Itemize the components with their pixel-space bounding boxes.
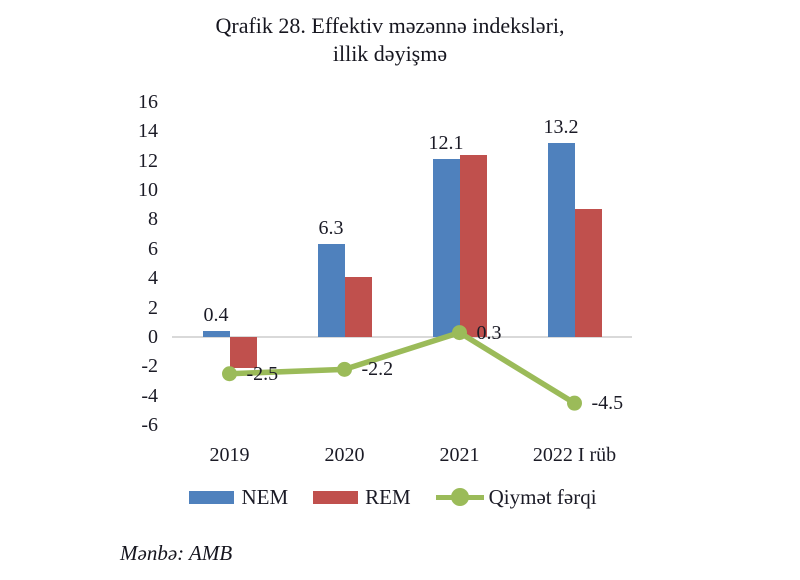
legend-swatch-nem — [189, 490, 235, 504]
chart-title: Qrafik 28. Effektiv məzənnə indeksləri, … — [0, 12, 780, 68]
bar-rem-2021 — [459, 154, 487, 337]
legend: NEM REM Qiymət fərqi — [0, 485, 786, 509]
y-tick-label-16: 16 — [138, 90, 158, 113]
data-label-nem-2020: 6.3 — [318, 217, 344, 240]
y-tick-label--2: -2 — [141, 355, 158, 378]
chart-title-line2: illik dəyişmə — [332, 41, 448, 66]
data-label-qiymət-fərqi-2021: 0.3 — [476, 321, 502, 344]
chart-title-line1: Qrafik 28. Effektiv məzənnə indeksləri, — [215, 13, 565, 38]
bar-nem-2022-i-rüb — [547, 142, 575, 337]
x-tick-label-2019: 2019 — [209, 444, 250, 466]
y-tick-label-4: 4 — [148, 267, 158, 290]
legend-swatch-rem — [313, 490, 359, 504]
bar-rem-2022-i-rüb — [574, 209, 602, 337]
legend-label-nem: NEM — [241, 484, 289, 509]
line-point-2022-i-rüb — [567, 395, 582, 411]
zero-gridline — [172, 336, 632, 338]
y-tick-label-10: 10 — [138, 179, 158, 201]
bar-nem-2019 — [202, 331, 230, 337]
y-tick-label-8: 8 — [148, 208, 158, 231]
y-tick-label--4: -4 — [141, 384, 158, 407]
legend-label-rem: REM — [365, 484, 411, 509]
y-tick-label-6: 6 — [148, 237, 158, 260]
y-tick-label-0: 0 — [148, 326, 158, 348]
legend-item-nem: NEM — [189, 485, 288, 510]
legend-item-rem: REM — [313, 485, 411, 510]
data-label-qiymət-fərqi-2022-i-rüb: -4.5 — [591, 392, 624, 415]
line-point-2020 — [337, 361, 352, 377]
y-tick-label-2: 2 — [148, 296, 158, 319]
legend-label-qiymət-fərqi: Qiymət fərqi — [488, 484, 597, 509]
data-label-nem-2019: 0.4 — [203, 304, 229, 327]
data-label-nem-2022-i-rüb: 13.2 — [543, 115, 579, 138]
data-label-qiymət-fərqi-2019: -2.5 — [246, 362, 279, 385]
line-qiymət-fərqi — [229, 329, 576, 406]
bar-nem-2021 — [432, 159, 460, 337]
source-note: Mənbə: AMB — [120, 541, 233, 565]
bar-nem-2020 — [317, 244, 345, 337]
data-label-nem-2021: 12.1 — [428, 132, 464, 155]
bar-rem-2020 — [344, 276, 372, 337]
legend-item-qiymət-fərqi: Qiymət fərqi — [435, 484, 597, 510]
bar-rem-2019 — [229, 337, 257, 368]
y-tick-label-14: 14 — [138, 120, 158, 143]
legend-line-marker — [435, 488, 484, 506]
line-point-2019 — [222, 366, 237, 382]
x-tick-label-2021: 2021 — [439, 444, 480, 466]
y-tick-label-12: 12 — [138, 149, 158, 172]
x-tick-label-2020: 2020 — [324, 444, 365, 466]
data-label-qiymət-fərqi-2020: -2.2 — [361, 358, 394, 381]
legend-line-dot — [450, 488, 469, 506]
x-tick-label-2022-i-rüb: 2022 I rüb — [532, 444, 617, 466]
y-tick-label--6: -6 — [141, 414, 158, 437]
line-point-2021 — [452, 325, 467, 341]
